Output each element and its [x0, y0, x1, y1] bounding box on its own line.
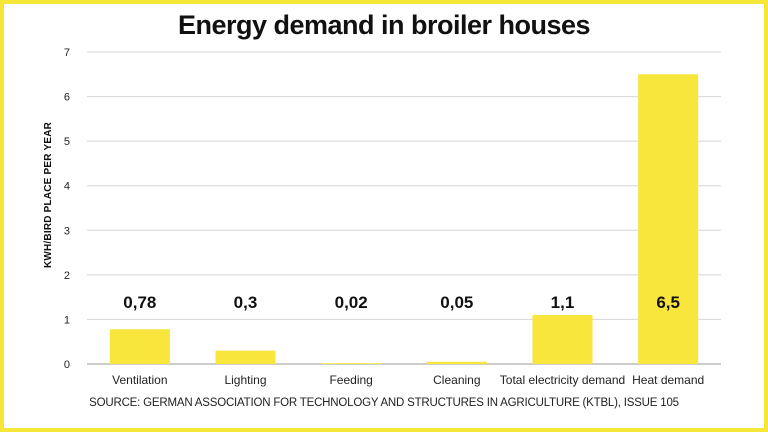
y-tick-labels: 0 1 2 3 4 5 6 7: [64, 47, 70, 371]
bar-lighting: [215, 350, 276, 364]
data-label: 0,3: [234, 293, 258, 312]
category-labels: Ventilation Lighting Feeding Cleaning Total …: [112, 373, 704, 387]
bar-cleaning: [426, 361, 487, 364]
category-label: Lighting: [224, 373, 266, 387]
data-label: 0,78: [123, 293, 156, 312]
y-axis-label: KWH/BIRD PLACE PER YEAR: [43, 121, 54, 268]
y-tick-label: 1: [64, 314, 70, 326]
y-tick-label: 2: [64, 270, 70, 282]
y-tick-label: 5: [64, 136, 70, 148]
bar-total-electricity-demand: [532, 314, 593, 364]
gridlines: [87, 51, 721, 365]
data-labels: 0,78 0,3 0,02 0,05 1,1 6,5: [123, 293, 680, 312]
y-tick-label: 0: [64, 359, 70, 371]
bar-ventilation: [109, 329, 170, 364]
category-label: Feeding: [329, 373, 372, 387]
data-label: 6,5: [656, 293, 680, 312]
bars: [109, 74, 699, 365]
chart-title: Energy demand in broiler houses: [177, 10, 591, 40]
y-tick-label: 3: [64, 225, 70, 237]
y-tick-label: 4: [64, 181, 70, 193]
y-tick-label: 6: [64, 92, 70, 104]
y-tick-label: 7: [64, 47, 70, 59]
bar-feeding: [321, 363, 382, 364]
bar-heat-demand: [638, 74, 699, 365]
category-label: Cleaning: [433, 373, 480, 387]
source-note: SOURCE: GERMAN ASSOCIATION FOR TECHNOLOG…: [89, 397, 679, 409]
data-label: 0,05: [440, 293, 473, 312]
data-label: 0,02: [335, 293, 368, 312]
data-label: 1,1: [551, 293, 575, 312]
category-label: Total electricity demand: [500, 373, 625, 387]
category-label: Heat demand: [632, 373, 704, 387]
category-label: Ventilation: [112, 373, 167, 387]
